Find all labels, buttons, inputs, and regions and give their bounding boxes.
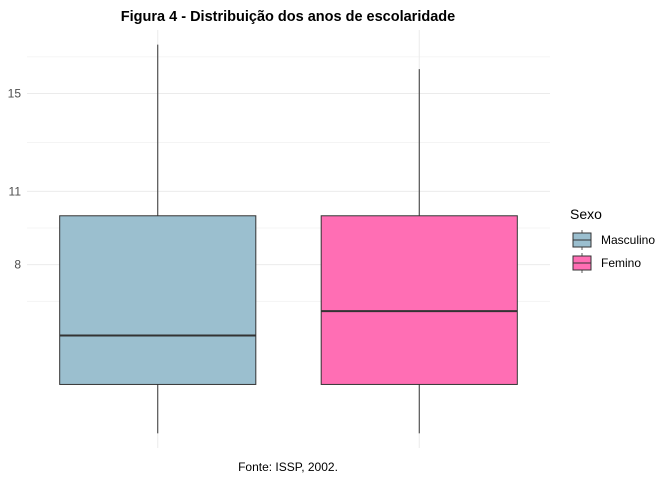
y-tick-label: 8 (14, 258, 21, 272)
box-body (320, 215, 518, 385)
box-femino (320, 69, 518, 434)
y-axis-ticks: 8 11 15 (8, 87, 22, 272)
box-masculino (59, 44, 257, 434)
legend: Sexo Masculino Femino (570, 206, 655, 273)
boxes (59, 44, 518, 434)
legend-item-femino: Femino (572, 253, 641, 273)
legend-title: Sexo (570, 206, 602, 222)
legend-label: Masculino (601, 233, 655, 247)
chart-caption: Fonte: ISSP, 2002. (238, 460, 338, 474)
y-tick-label: 15 (8, 87, 22, 101)
y-tick-label: 11 (9, 184, 22, 198)
box-body (59, 215, 257, 385)
legend-label: Femino (601, 256, 641, 270)
chart-title: Figura 4 - Distribuição dos anos de esco… (121, 9, 455, 25)
legend-item-masculino: Masculino (572, 230, 655, 250)
